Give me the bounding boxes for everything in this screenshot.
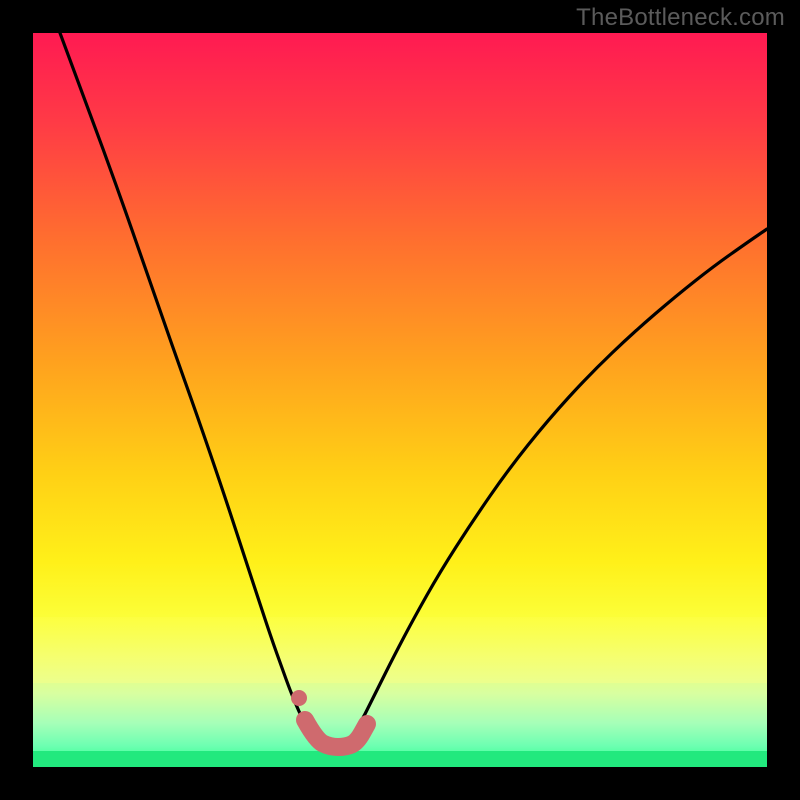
valley-dot (291, 690, 307, 706)
valley-highlight (305, 720, 367, 747)
watermark-text: TheBottleneck.com (576, 4, 785, 32)
curve-right (358, 229, 767, 726)
chart-container: TheBottleneck.com (0, 0, 800, 800)
curve-layer (0, 0, 800, 800)
curve-left (60, 33, 307, 726)
